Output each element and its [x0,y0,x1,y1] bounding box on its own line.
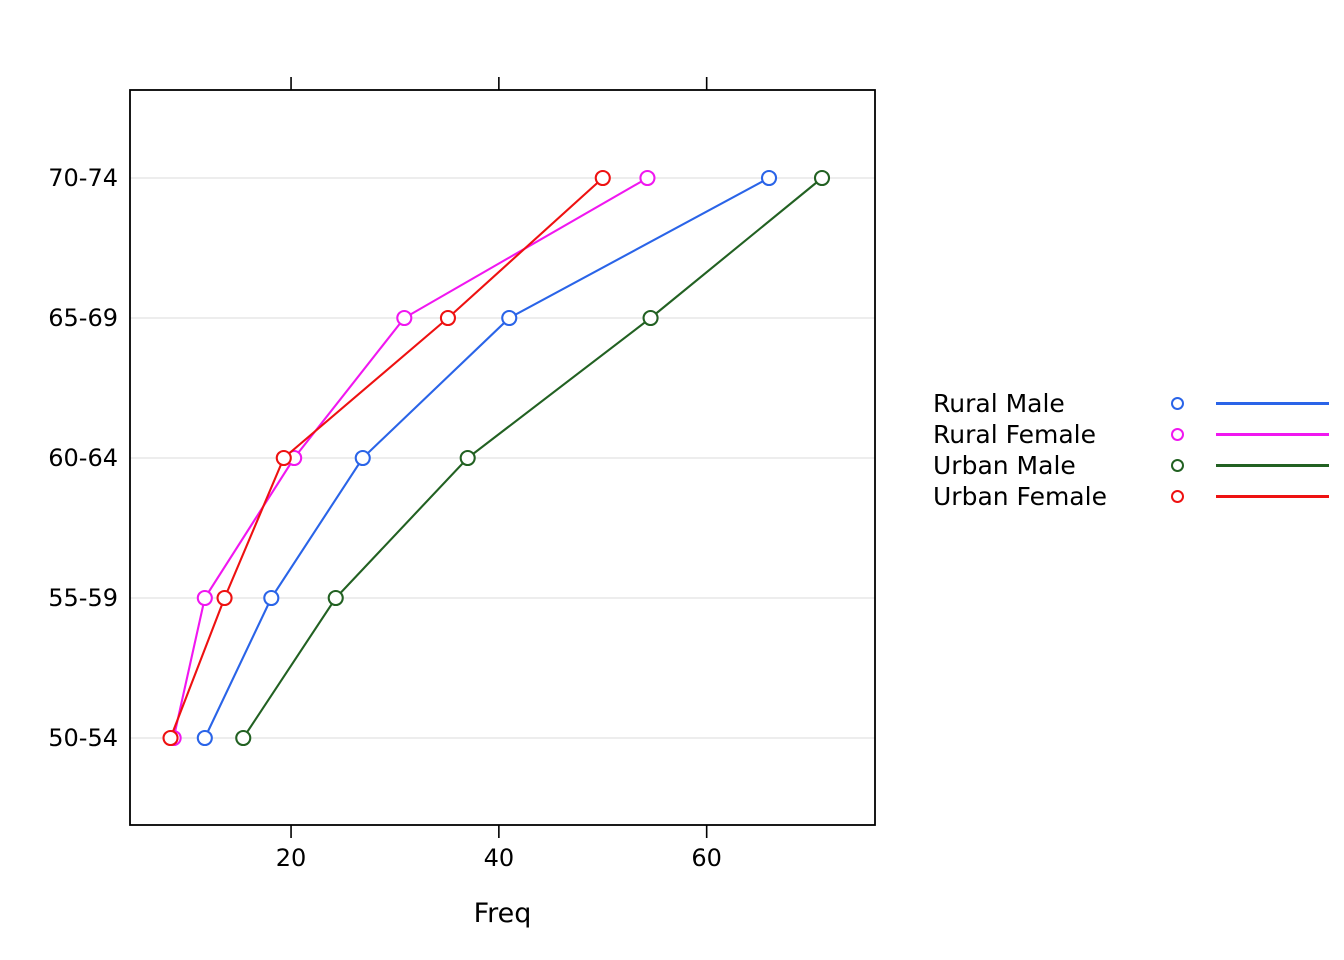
legend-label: Urban Male [933,451,1076,480]
legend-item-urban-female: Urban Female [933,481,1329,512]
legend-item-urban-male: Urban Male [933,450,1329,481]
svg-text:50-54: 50-54 [48,724,118,752]
chart-legend: Rural Male Rural Female Urban Male Urban… [933,388,1329,512]
legend-label: Urban Female [933,482,1107,511]
legend-label: Rural Male [933,389,1065,418]
legend-line-icon [1216,464,1329,467]
svg-text:60-64: 60-64 [48,444,118,472]
legend-line-icon [1216,495,1329,498]
legend-line-icon [1216,402,1329,405]
svg-text:Freq: Freq [474,898,532,929]
legend-point-icon [1171,490,1184,503]
legend-label: Rural Female [933,420,1096,449]
legend-point-icon [1171,428,1184,441]
legend-item-rural-male: Rural Male [933,388,1329,419]
svg-text:70-74: 70-74 [48,164,118,192]
svg-text:60: 60 [691,844,722,872]
svg-text:65-69: 65-69 [48,304,118,332]
legend-line-icon [1216,433,1329,436]
svg-text:40: 40 [484,844,515,872]
legend-point-icon [1171,459,1184,472]
svg-text:20: 20 [276,844,307,872]
legend-point-icon [1171,397,1184,410]
legend-item-rural-female: Rural Female [933,419,1329,450]
svg-text:55-59: 55-59 [48,584,118,612]
